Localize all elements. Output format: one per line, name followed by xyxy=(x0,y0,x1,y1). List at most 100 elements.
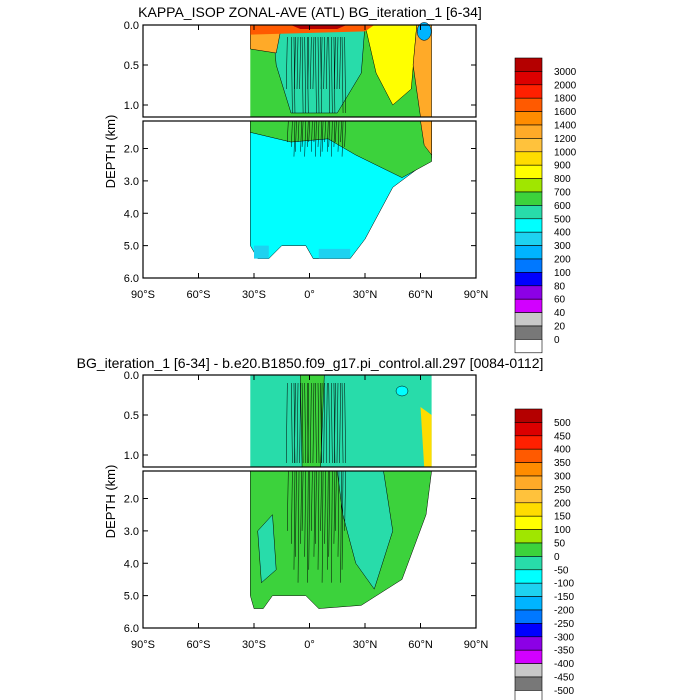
y-tick-label: 0.5 xyxy=(124,410,139,422)
colorbar-label: -50 xyxy=(554,565,569,576)
contour-line xyxy=(327,120,329,152)
lower-panel: BG_iteration_1 [6-34] - b.e20.B1850.f09_… xyxy=(77,355,574,700)
colorbar-label: 600 xyxy=(554,201,571,212)
colorbar-label: -350 xyxy=(554,646,574,657)
contour-line xyxy=(321,470,324,583)
colorbar-label: 1000 xyxy=(554,147,577,158)
y-axis-label: DEPTH (km) xyxy=(103,465,118,539)
colorbar-swatch xyxy=(514,151,543,166)
x-tick-label: 0° xyxy=(304,289,315,301)
contour-line xyxy=(299,382,301,464)
colorbar-swatch xyxy=(514,475,543,490)
contour-line xyxy=(328,36,330,114)
x-tick-label: 90°S xyxy=(131,289,155,301)
contour-line xyxy=(295,120,297,152)
colorbar-swatch xyxy=(514,71,543,86)
y-tick-label: 6.0 xyxy=(124,273,139,285)
contour-line xyxy=(310,36,312,90)
y-tick-label: 1.0 xyxy=(124,100,139,112)
colorbar-swatch xyxy=(514,690,543,700)
colorbar-label: 1400 xyxy=(554,121,577,132)
contour-line xyxy=(339,382,341,464)
x-tick-label: 30°S xyxy=(242,639,266,651)
contour-line xyxy=(324,470,326,544)
contour-line xyxy=(312,382,315,464)
colorbar-swatch xyxy=(514,596,543,611)
colorbar-label: 0 xyxy=(554,335,560,346)
contour-line xyxy=(331,36,333,114)
contour-line xyxy=(311,120,313,152)
contour-line xyxy=(341,120,344,157)
colorbar-swatch xyxy=(514,489,543,504)
colorbar-label: 500 xyxy=(554,418,571,429)
contour-line xyxy=(333,470,336,544)
contour-line xyxy=(344,36,346,114)
x-tick-label: 90°S xyxy=(131,639,155,651)
contour-line xyxy=(337,120,340,152)
colorbar-swatch xyxy=(514,542,543,557)
colorbar-label: 500 xyxy=(554,214,571,225)
y-tick-label: 4.0 xyxy=(124,558,139,570)
contour-line xyxy=(317,382,320,464)
contour-line xyxy=(326,382,328,464)
colorbar-label: 250 xyxy=(554,485,571,496)
contour-line xyxy=(331,120,333,157)
x-tick-label: 30°N xyxy=(353,289,378,301)
x-tick-label: 30°N xyxy=(353,639,378,651)
contour-line xyxy=(317,36,320,114)
field-region xyxy=(395,385,409,397)
colorbar-swatch xyxy=(514,339,543,354)
colorbar-swatch xyxy=(514,502,543,517)
contour-line xyxy=(340,120,342,143)
colorbar-label: 700 xyxy=(554,188,571,199)
contour-line xyxy=(297,120,300,143)
y-tick-label: 5.0 xyxy=(124,591,139,603)
colorbar-label: -400 xyxy=(554,659,574,670)
colorbar-label: 400 xyxy=(554,445,571,456)
colorbar-label: 450 xyxy=(554,431,571,442)
contour-line xyxy=(304,470,306,557)
x-tick-label: 60°S xyxy=(187,639,211,651)
colorbar-swatch xyxy=(514,636,543,651)
contour-line xyxy=(313,470,316,557)
colorbar-label: -200 xyxy=(554,606,574,617)
colorbar-swatch xyxy=(514,623,543,638)
colorbar-swatch xyxy=(514,609,543,624)
y-tick-label: 1.0 xyxy=(124,450,139,462)
field-region xyxy=(254,245,269,259)
y-tick-label: 4.0 xyxy=(124,208,139,220)
colorbar-swatch xyxy=(514,569,543,584)
colorbar-swatch xyxy=(514,178,543,193)
colorbar-label: 20 xyxy=(554,322,566,333)
contour-line xyxy=(300,120,302,152)
contour-line xyxy=(308,120,311,143)
y-tick-label: 0.0 xyxy=(124,370,139,382)
colorbar-label: -100 xyxy=(554,579,574,590)
colorbar-swatch xyxy=(514,285,543,300)
field-region xyxy=(250,25,375,35)
contour-line xyxy=(291,36,293,114)
contour-line xyxy=(320,382,322,464)
colorbar-swatch xyxy=(514,298,543,313)
colorbar-label: 40 xyxy=(554,308,566,319)
colorbar-swatch xyxy=(514,97,543,112)
field-region xyxy=(420,407,432,467)
field-region xyxy=(318,248,351,259)
colorbar-swatch xyxy=(514,422,543,437)
colorbar-label: 80 xyxy=(554,281,566,292)
contour-line xyxy=(293,120,296,157)
contour-line xyxy=(335,470,337,531)
x-tick-label: 60°N xyxy=(408,289,433,301)
y-tick-label: 0.0 xyxy=(124,20,139,32)
contour-line xyxy=(315,470,317,544)
colorbar-label: 200 xyxy=(554,255,571,266)
contour-line xyxy=(301,382,304,464)
colorbar-label: 1800 xyxy=(554,94,577,105)
contour-line xyxy=(317,470,320,570)
contour-field xyxy=(250,22,432,259)
colorbar-label: -450 xyxy=(554,673,574,684)
contour-line xyxy=(310,382,312,464)
y-tick-label: 3.0 xyxy=(124,176,139,188)
contour-line xyxy=(339,36,341,90)
contour-line xyxy=(315,382,317,464)
